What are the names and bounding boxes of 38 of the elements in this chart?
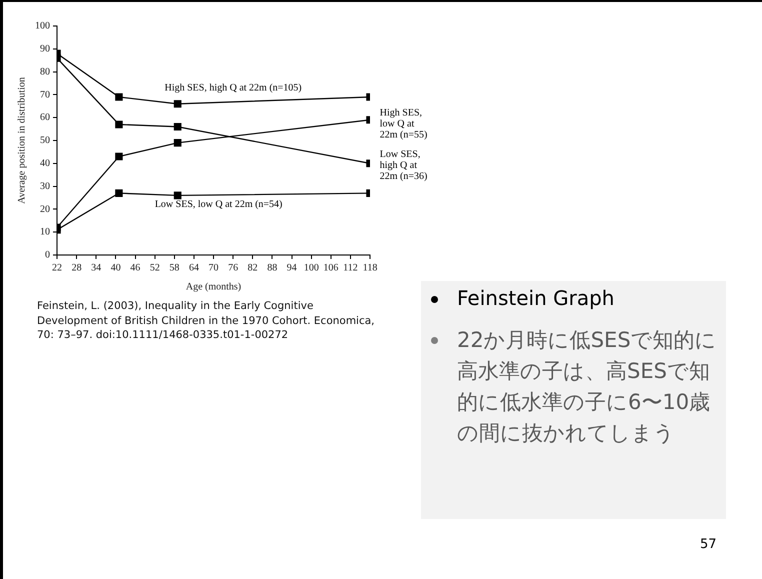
text: Feinstein Graph [457,286,614,310]
x-tick-label: 70 [208,262,218,274]
x-tick-label: 88 [267,262,278,274]
y-axis-title: Average position in distribution [16,77,28,204]
x-tick-label: 46 [130,262,140,274]
x-tick-label: 64 [188,262,199,274]
y-tick-label: 10 [40,226,50,238]
x-tick-label: 22 [52,262,62,274]
text: 22か月時に低SESで知的に高水準の子は、高SESで知的に低水準の子に6〜10歳の間に抜かれてしまう [457,328,717,445]
y-tick-label: 70 [40,89,50,100]
y-tick-label: 40 [40,158,50,170]
series-label: High SES, low Q at 22m (n=55) [380,108,428,141]
y-tick-label: 30 [40,180,50,192]
x-axis-title: Age (months) [186,282,242,293]
x-tick-label: 40 [110,262,121,274]
series-label: Low SES, low Q at 22m (n=54) [154,199,282,210]
series-label: Low SES, high Q at 22m (n=36) [380,148,428,182]
y-tick-label: 20 [40,204,50,215]
x-tick-label: 58 [169,262,180,274]
y-tick-label: 50 [40,135,50,146]
x-tick-label: 94 [286,262,297,274]
x-tick-label: 100 [304,262,319,274]
x-tick-label: 82 [248,262,258,274]
x-tick-label: 28 [72,262,82,274]
x-tick-label: 118 [362,262,378,274]
y-tick-label: 100 [35,20,50,32]
text: 57 [700,537,717,552]
x-tick-label: 76 [228,262,238,274]
x-tick-label: 34 [91,262,102,274]
x-tick-label: 52 [150,262,160,274]
y-tick-label: 60 [40,112,50,124]
y-tick-label: 90 [40,44,50,55]
y-tick-label: 0 [45,250,50,261]
y-tick-label: 80 [40,66,50,78]
x-tick-label: 106 [323,262,338,274]
text: Feinstein, L. (2003), Inequality in the Early Cognitive Development of British Children in the 1970 Cohort. Economica, 70: 73–97. doi:10.1111/1468-0335.t01-1-00272 [37,299,376,342]
series-label: High SES, high Q at 22m (n=105) [164,82,302,94]
x-tick-label: 112 [343,262,358,274]
